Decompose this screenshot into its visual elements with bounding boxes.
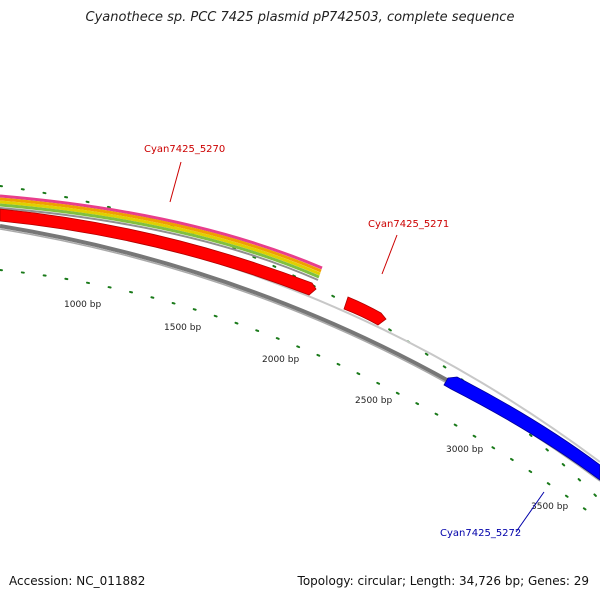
gene-label-5271: Cyan7425_5271 xyxy=(368,219,449,230)
leader-line-5270 xyxy=(169,161,182,203)
scale-label-1500: 1500 bp xyxy=(164,323,201,333)
feature-bands xyxy=(0,194,323,281)
map-title: Cyanothece sp. PCC 7425 plasmid pP742503… xyxy=(85,10,515,25)
scale-label-3500: 3500 bp xyxy=(531,502,568,512)
topology-summary: Topology: circular; Length: 34,726 bp; G… xyxy=(297,574,589,588)
scale-label-2500: 2500 bp xyxy=(355,396,392,406)
accession-text: Accession: NC_011882 xyxy=(9,574,146,588)
scale-labels: 1000 bp 1500 bp 2000 bp 2500 bp 3000 bp … xyxy=(64,300,568,512)
inner-tick-ring xyxy=(0,269,600,521)
gene-labels: Cyan7425_5270 Cyan7425_5271 Cyan7425_527… xyxy=(144,144,545,539)
gene-label-5270: Cyan7425_5270 xyxy=(144,144,225,155)
outer-tick-ring xyxy=(0,185,600,501)
gene-cyan7425-5270[interactable] xyxy=(0,208,317,296)
leader-line-5271 xyxy=(381,234,398,275)
scale-label-2000: 2000 bp xyxy=(262,355,299,365)
scale-label-1000: 1000 bp xyxy=(64,300,101,310)
gene-label-5272: Cyan7425_5272 xyxy=(440,528,521,539)
gene-cyan7425-5271[interactable] xyxy=(343,296,387,326)
scale-label-3000: 3000 bp xyxy=(446,445,483,455)
leader-line-5272 xyxy=(515,491,545,533)
